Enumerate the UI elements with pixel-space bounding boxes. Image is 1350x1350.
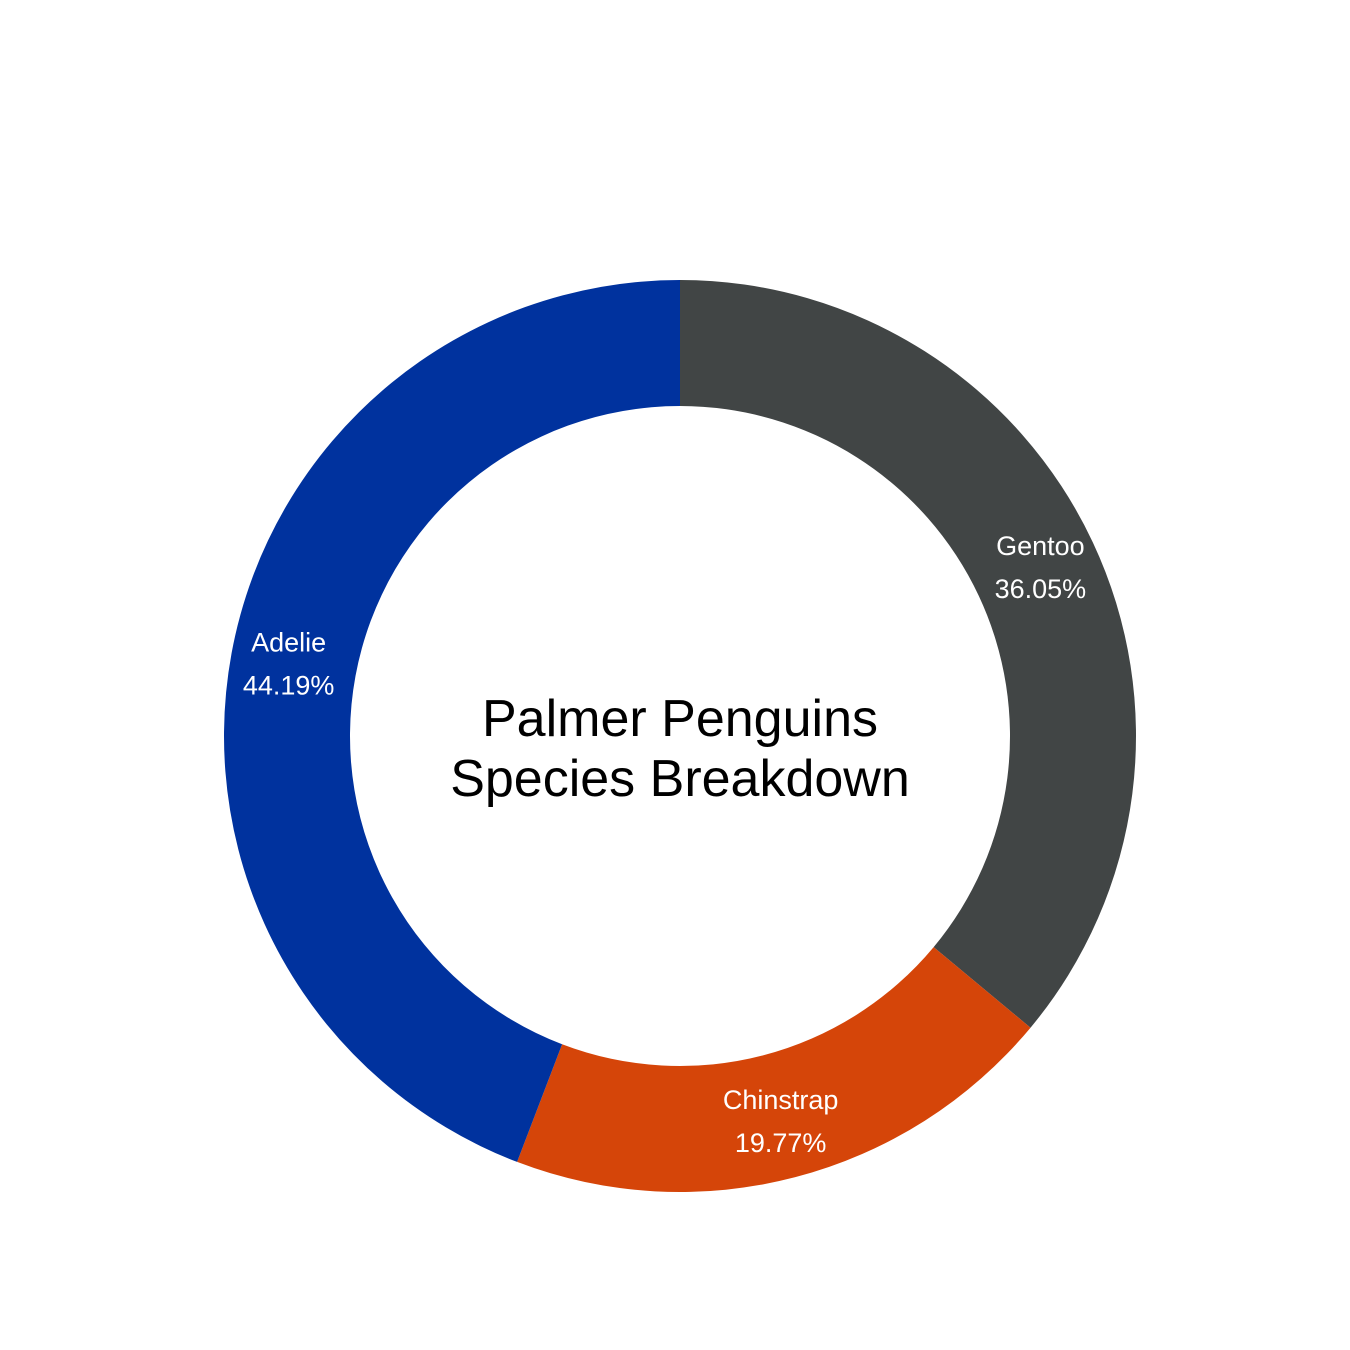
chart-title-line-2: Species Breakdown xyxy=(450,750,910,808)
slice-value-chinstrap: 19.77% xyxy=(735,1128,827,1158)
slice-value-adelie: 44.19% xyxy=(243,671,335,701)
donut-slice-chinstrap xyxy=(517,947,1031,1193)
slice-value-gentoo: 36.05% xyxy=(995,574,1087,604)
slice-label-gentoo: Gentoo xyxy=(996,531,1085,561)
slice-label-adelie: Adelie xyxy=(251,628,326,658)
donut-slice-gentoo xyxy=(680,280,1136,1028)
slice-label-chinstrap: Chinstrap xyxy=(723,1085,839,1115)
chart-title-line-1: Palmer Penguins xyxy=(482,690,878,748)
slices-layer xyxy=(223,280,1136,1193)
labels-layer: Gentoo 36.05% Chinstrap 19.77% Adelie 44.19% xyxy=(243,531,1086,1158)
donut-slice-adelie xyxy=(223,280,680,1162)
